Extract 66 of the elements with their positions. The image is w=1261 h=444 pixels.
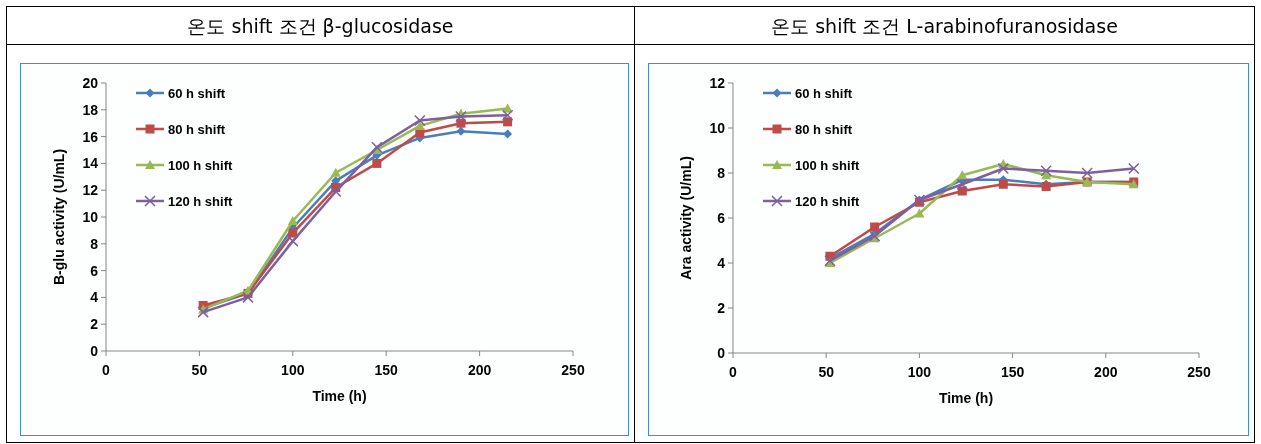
y-axis-title: B-glu activity (U/mL)	[51, 148, 67, 286]
x-tick-label: 50	[191, 362, 208, 378]
y-tick-label: 4	[717, 255, 726, 271]
chart-title: 온도 shift 조건 L-arabinofuranosidase	[771, 15, 1118, 37]
point	[501, 109, 514, 121]
x-tick-label: 200	[467, 362, 492, 378]
point	[997, 162, 1010, 175]
point	[957, 170, 968, 180]
legend-label: 60 h shift	[168, 86, 226, 101]
y-tick-label: 0	[90, 343, 99, 359]
legend-label: 100 h shift	[795, 158, 860, 173]
point	[1128, 162, 1140, 175]
point	[330, 167, 341, 177]
y-tick-label: 10	[82, 209, 99, 225]
x-tick-label: 50	[818, 364, 835, 380]
point	[956, 178, 969, 190]
legend-label: 80 h shift	[168, 122, 226, 137]
x-tick-label: 250	[1187, 364, 1211, 380]
y-tick-label: 4	[90, 289, 99, 306]
y-tick-label: 10	[709, 120, 726, 136]
x-tick-label: 250	[561, 362, 585, 378]
y-tick-label: 12	[82, 182, 99, 199]
x-tick-label: 100	[907, 364, 932, 380]
point	[914, 208, 925, 218]
y-tick-label: 8	[717, 165, 726, 181]
x-tick-label: 0	[102, 362, 111, 378]
y-tick-label: 20	[82, 75, 99, 91]
y-tick-label: 18	[82, 101, 99, 118]
point	[372, 158, 382, 168]
legend-label: 60 h shift	[795, 86, 853, 101]
point	[1081, 167, 1093, 179]
y-tick-label: 6	[717, 210, 726, 226]
point	[371, 141, 383, 154]
y-tick-label: 0	[717, 345, 726, 361]
point	[287, 216, 298, 226]
point	[456, 126, 466, 136]
y-tick-label: 6	[90, 262, 99, 279]
y-tick-label: 2	[90, 316, 99, 333]
x-tick-label: 200	[1094, 364, 1118, 380]
x-tick-label: 0	[729, 364, 738, 380]
point	[455, 110, 467, 123]
x-axis-title: Time (h)	[938, 390, 994, 406]
legend-label: 120 h shift	[795, 194, 860, 209]
point	[287, 235, 299, 247]
point	[414, 114, 426, 127]
y-tick-label: 14	[82, 155, 99, 172]
y-tick-label: 12	[709, 75, 726, 91]
x-tick-label: 100	[281, 362, 305, 378]
y-tick-label: 16	[82, 128, 99, 145]
point	[1040, 165, 1052, 177]
y-tick-label: 2	[717, 300, 726, 316]
x-tick-label: 150	[374, 362, 399, 378]
point	[870, 222, 880, 232]
y-tick-label: 8	[90, 235, 99, 252]
x-axis-title: Time (h)	[312, 388, 367, 404]
legend-label: 80 h shift	[795, 122, 853, 137]
legend-label: 120 h shift	[168, 194, 233, 209]
x-tick-label: 150	[1000, 364, 1025, 380]
y-axis-title: Ara activity (U/mL)	[678, 156, 694, 280]
point	[503, 129, 513, 139]
point	[242, 291, 254, 304]
point	[197, 306, 209, 318]
legend-label: 100 h shift	[168, 158, 233, 173]
chart-title: 온도 shift 조건 β-glucosidase	[187, 15, 454, 37]
point	[998, 179, 1008, 189]
point	[456, 118, 466, 128]
